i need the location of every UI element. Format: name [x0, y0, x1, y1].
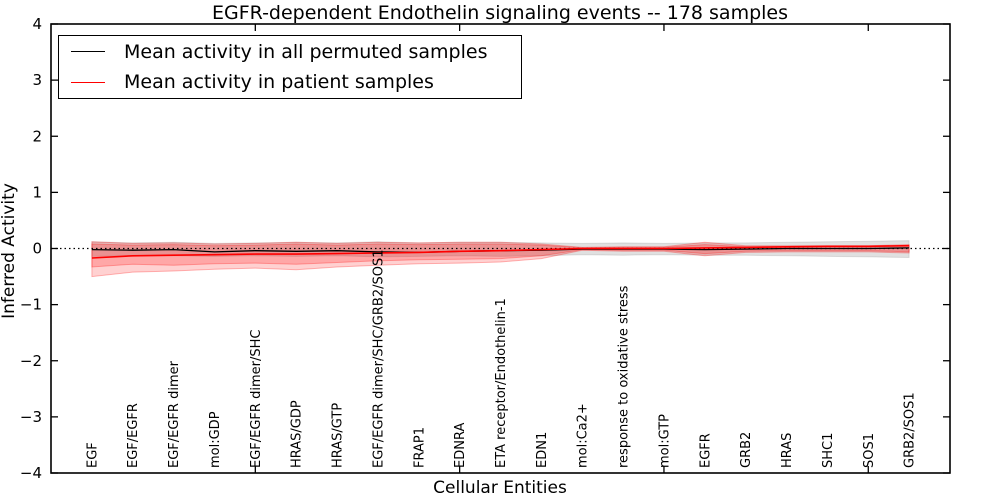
legend-entry-patient: Mean activity in patient samples [59, 67, 521, 97]
x-category-label: FRAP1 [412, 427, 427, 468]
x-category-label: EGF/EGFR dimer/SHC [249, 330, 264, 468]
legend-label-patient: Mean activity in patient samples [124, 71, 434, 94]
x-category-label: EGFR [698, 433, 713, 468]
patient-line-swatch [71, 81, 105, 83]
legend-entry-permuted: Mean activity in all permuted samples [59, 37, 521, 67]
y-tick-label: 2 [32, 127, 42, 145]
x-category-label: response to oxidative stress [617, 285, 632, 468]
x-category-label: GRB2/SOS1 [903, 392, 918, 468]
x-category-label: HRAS [780, 433, 795, 468]
y-axis-label: Inferred Activity [0, 183, 19, 319]
x-category-label: SOS1 [862, 433, 877, 468]
x-axis [254, 24, 869, 473]
x-category-label: EDN1 [535, 432, 550, 468]
x-category-label: mol:GTP [658, 414, 673, 468]
y-axis: −4 −3 −2 −1 0 1 2 3 4 [20, 15, 950, 482]
x-category-label: HRAS/GDP [290, 400, 305, 468]
legend-label-permuted: Mean activity in all permuted samples [124, 40, 488, 63]
patient-mean-line [91, 244, 910, 259]
x-category-label: mol:Ca2+ [576, 403, 591, 468]
x-category-label: EGF/EGFR dimer [167, 360, 182, 468]
patient-samples-range-outer-band [91, 241, 910, 278]
x-category-label: EDNRA [453, 423, 468, 468]
x-category-label: ETA receptor/Endothelin-1 [494, 298, 509, 468]
y-tick-label: −1 [20, 296, 42, 314]
y-tick-label: 4 [32, 15, 42, 33]
x-category-label: SHC1 [821, 433, 836, 468]
permuted-samples-range-band [91, 240, 910, 259]
series-lines [51, 244, 950, 259]
x-category-label: GRB2 [739, 432, 754, 468]
x-category-labels: EGF EGF/EGFR EGF/EGFR dimer mol:GDP EGF/EGFR… [85, 250, 917, 469]
y-tick-label: −4 [20, 464, 42, 482]
x-category-label: EGF [85, 442, 100, 468]
y-tick-label: −2 [20, 352, 42, 370]
x-category-label: EGF/EGFR [126, 403, 141, 468]
chart-title: EGFR-dependent Endothelin signaling even… [211, 2, 789, 24]
x-axis-label: Cellular Entities [433, 478, 567, 498]
x-category-label: HRAS/GTP [331, 403, 346, 468]
y-tick-label: 1 [32, 183, 42, 201]
legend: Mean activity in all permuted samples Me… [58, 35, 522, 99]
y-tick-label: 3 [32, 71, 42, 89]
x-category-label: mol:GDP [208, 411, 223, 468]
y-tick-label: −3 [20, 408, 42, 426]
y-tick-label: 0 [32, 240, 42, 258]
x-category-label: EGF/EGFR dimer/SHC/GRB2/SOS1 [371, 250, 386, 469]
permuted-line-swatch [71, 51, 105, 53]
